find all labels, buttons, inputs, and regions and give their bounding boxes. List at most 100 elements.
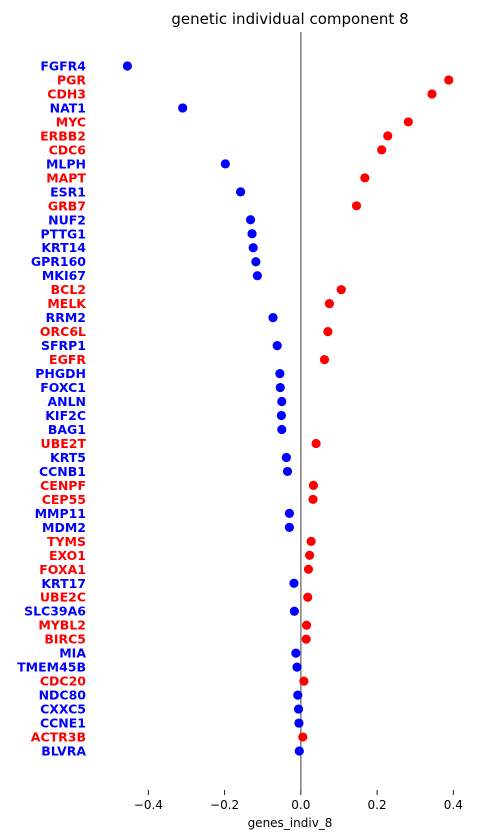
data-point-ccnb1 bbox=[282, 466, 293, 477]
y-tick-label-mki67: MKI67 bbox=[42, 268, 86, 283]
data-point-grb7 bbox=[351, 201, 362, 211]
y-tick-label-mapt: MAPT bbox=[46, 170, 86, 185]
y-tick-label-fgfr4: FGFR4 bbox=[40, 59, 86, 74]
data-point-cdc20 bbox=[299, 676, 309, 686]
y-tick-label-ndc80: NDC80 bbox=[39, 688, 87, 703]
data-point-myc bbox=[403, 117, 413, 127]
x-tick-label: 0.2 bbox=[368, 798, 387, 812]
y-tick-label-bcl2: BCL2 bbox=[51, 282, 86, 297]
data-point-phgdh bbox=[275, 368, 285, 379]
y-tick-label-foxc1: FOXC1 bbox=[40, 380, 86, 395]
data-point-slc39a6 bbox=[289, 606, 299, 616]
y-tick-label-ube2t: UBE2T bbox=[41, 436, 87, 451]
data-point-cep55 bbox=[308, 494, 318, 504]
y-tick-label-nat1: NAT1 bbox=[50, 100, 86, 115]
data-point-mdm2 bbox=[284, 522, 295, 532]
data-point-mybl2 bbox=[301, 620, 312, 630]
data-point-mapt bbox=[360, 173, 370, 183]
y-tick-label-grb7: GRB7 bbox=[48, 198, 86, 213]
data-point-krt5 bbox=[281, 452, 291, 463]
y-tick-label-ccnb1: CCNB1 bbox=[39, 464, 86, 479]
data-point-tyms bbox=[306, 536, 316, 546]
y-tick-label-nuf2: NUF2 bbox=[48, 212, 86, 227]
y-tick-label-cdc20: CDC20 bbox=[40, 674, 86, 689]
data-point-pgr bbox=[444, 75, 454, 85]
y-tick-label-cdh3: CDH3 bbox=[47, 86, 86, 101]
y-tick-label-orc6l: ORC6L bbox=[40, 324, 86, 339]
data-point-sfrp1 bbox=[272, 341, 282, 351]
y-tick-label-cdc6: CDC6 bbox=[49, 142, 87, 157]
data-point-fgfr4 bbox=[122, 61, 133, 71]
y-tick-label-egfr: EGFR bbox=[49, 352, 86, 367]
data-point-bcl2 bbox=[336, 285, 346, 295]
y-tick-label-anln: ANLN bbox=[47, 394, 86, 409]
data-point-actr3b bbox=[298, 732, 308, 742]
data-point-ube2c bbox=[303, 592, 313, 602]
data-point-tmem45b bbox=[292, 662, 302, 672]
y-tick-label-phgdh: PHGDH bbox=[35, 366, 86, 381]
y-tick-label-rrm2: RRM2 bbox=[46, 310, 86, 325]
x-tick-label: −0.4 bbox=[134, 798, 163, 812]
data-point-foxa1 bbox=[303, 564, 314, 574]
y-tick-label-esr1: ESR1 bbox=[50, 184, 86, 199]
data-point-mlph bbox=[220, 159, 230, 169]
data-point-krt17 bbox=[289, 578, 299, 588]
data-point-birc5 bbox=[301, 634, 311, 644]
y-tick-label-actr3b: ACTR3B bbox=[31, 730, 86, 745]
data-point-nuf2 bbox=[245, 215, 256, 225]
y-tick-label-mmp11: MMP11 bbox=[35, 506, 86, 521]
data-point-ccne1 bbox=[294, 718, 304, 728]
data-point-bag1 bbox=[277, 424, 287, 435]
y-tick-label-tyms: TYMS bbox=[47, 534, 86, 549]
data-point-mia bbox=[291, 648, 301, 658]
y-tick-label-ccne1: CCNE1 bbox=[40, 716, 86, 731]
y-tick-label-pgr: PGR bbox=[57, 72, 86, 87]
y-tick-label-mdm2: MDM2 bbox=[42, 520, 86, 535]
x-tick-label: 0.0 bbox=[291, 798, 310, 812]
x-tick-label: 0.4 bbox=[444, 798, 463, 812]
data-point-anln bbox=[277, 396, 287, 407]
y-tick-label-myc: MYC bbox=[56, 114, 86, 129]
data-point-orc6l bbox=[323, 327, 333, 337]
y-tick-label-erbb2: ERBB2 bbox=[40, 128, 86, 143]
data-point-esr1 bbox=[236, 187, 246, 197]
y-tick-label-kif2c: KIF2C bbox=[45, 408, 86, 423]
data-point-cxxc5 bbox=[293, 704, 304, 714]
y-axis-tick-labels: FGFR4PGRCDH3NAT1MYCERBB2CDC6MLPHMAPTESR1… bbox=[17, 59, 87, 759]
data-point-cdc6 bbox=[377, 145, 387, 155]
data-point-foxc1 bbox=[275, 382, 285, 393]
x-axis-label: genes_indiv_8 bbox=[248, 816, 333, 830]
data-point-rrm2 bbox=[268, 313, 278, 323]
x-axis-ticks: −0.4 −0.2 0.0 0.2 0.4 bbox=[134, 790, 463, 812]
x-tick-label: −0.2 bbox=[210, 798, 239, 812]
y-tick-label-tmem45b: TMEM45B bbox=[17, 660, 86, 675]
data-point-ndc80 bbox=[293, 690, 303, 700]
data-point-gpr160 bbox=[251, 257, 261, 267]
y-tick-label-cenpf: CENPF bbox=[40, 478, 86, 493]
data-point-erbb2 bbox=[383, 131, 393, 141]
y-tick-label-krt5: KRT5 bbox=[50, 450, 86, 465]
y-tick-label-cxxc5: CXXC5 bbox=[40, 702, 86, 717]
data-point-cdh3 bbox=[427, 89, 437, 99]
data-point-egfr bbox=[319, 354, 330, 365]
data-point-ube2t bbox=[311, 438, 321, 449]
y-tick-label-bag1: BAG1 bbox=[48, 422, 86, 437]
data-point-cenpf bbox=[308, 480, 319, 490]
y-tick-label-slc39a6: SLC39A6 bbox=[24, 604, 86, 619]
y-tick-label-foxa1: FOXA1 bbox=[39, 562, 86, 577]
data-point-mki67 bbox=[252, 271, 262, 281]
y-tick-label-krt17: KRT17 bbox=[41, 576, 86, 591]
data-point-melk bbox=[324, 299, 335, 309]
data-point-pttg1 bbox=[247, 229, 257, 239]
data-point-blvra bbox=[294, 746, 304, 756]
data-point-kif2c bbox=[276, 410, 287, 421]
y-tick-label-pttg1: PTTG1 bbox=[41, 226, 86, 241]
y-tick-label-krt14: KRT14 bbox=[41, 240, 86, 255]
y-tick-label-mlph: MLPH bbox=[46, 156, 86, 171]
y-tick-label-melk: MELK bbox=[47, 296, 87, 311]
y-tick-label-ube2c: UBE2C bbox=[40, 590, 86, 605]
data-point-krt14 bbox=[248, 243, 258, 253]
y-tick-label-birc5: BIRC5 bbox=[44, 632, 86, 647]
y-tick-label-mybl2: MYBL2 bbox=[38, 618, 86, 633]
